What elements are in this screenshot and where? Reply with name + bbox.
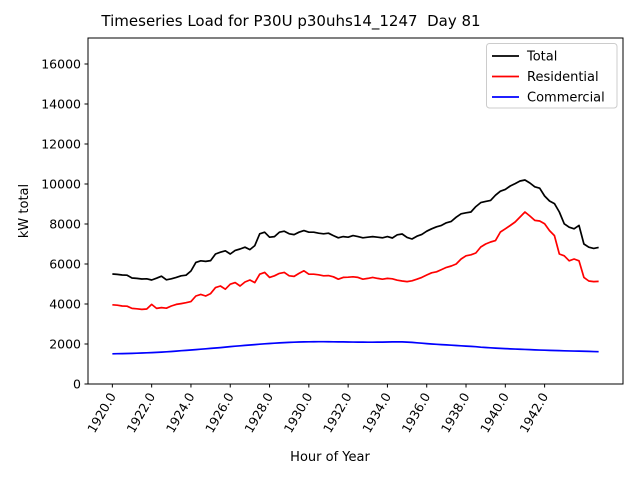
y-tick-label: 0: [73, 376, 81, 391]
x-axis-label: Hour of Year: [290, 450, 370, 465]
x-tick-label: 1932.0: [320, 390, 355, 435]
y-tick-label: 10000: [41, 176, 81, 191]
x-tick-label: 1928.0: [241, 390, 276, 435]
legend-box: [486, 43, 618, 109]
x-tick-label: 1930.0: [281, 390, 316, 435]
y-tick-label: 6000: [49, 256, 81, 271]
y-tick-label: 16000: [41, 56, 81, 71]
series-line-commercial: [112, 340, 599, 355]
x-tick-label: 1922.0: [123, 390, 158, 435]
series-lines: [112, 179, 599, 355]
chart-title: Timeseries Load for P30U p30uhs14_1247 D…: [100, 12, 480, 31]
x-tick-label: 1926.0: [202, 390, 237, 435]
x-tick-label: 1940.0: [477, 390, 512, 435]
legend-label-commercial: Commercial: [527, 91, 605, 106]
series-line-residential: [112, 211, 599, 311]
y-tick-label: 14000: [41, 96, 81, 111]
y-tick-label: 12000: [41, 136, 81, 151]
x-tick-label: 1938.0: [438, 390, 473, 435]
x-tick-label: 1936.0: [398, 390, 433, 435]
y-axis-label: kW total: [17, 184, 32, 238]
x-tick-label: 1942.0: [516, 390, 551, 435]
x-tick-label: 1924.0: [163, 390, 198, 435]
legend-label-residential: Residential: [527, 70, 599, 85]
y-tick-label: 8000: [49, 216, 81, 231]
legend: Total Residential Commercial: [486, 43, 618, 109]
series-line-total: [112, 179, 599, 281]
y-axis-ticks: 0 2000 4000 6000 8000 10000 12000 14000 16000: [41, 56, 88, 391]
x-axis-ticks: 1920.0 1922.0 1924.0 1926.0 1928.0 1930.0 1932…: [84, 384, 551, 435]
x-tick-label: 1920.0: [84, 390, 119, 435]
legend-label-total: Total: [526, 50, 557, 65]
x-tick-label: 1934.0: [359, 390, 394, 435]
y-tick-label: 2000: [49, 336, 81, 351]
y-tick-label: 4000: [49, 296, 81, 311]
axes-frame: [87, 37, 624, 385]
